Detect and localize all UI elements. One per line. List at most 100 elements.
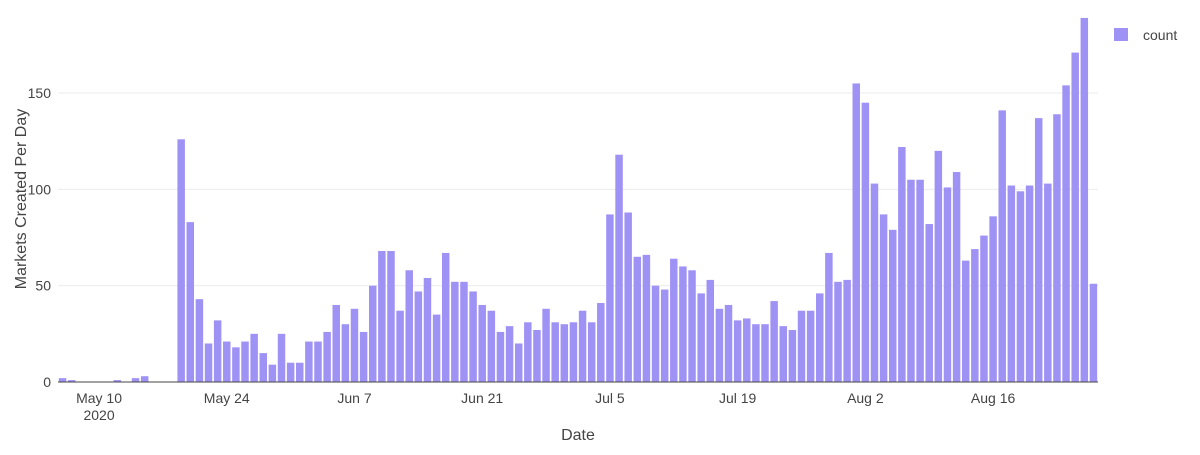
bar[interactable] bbox=[1025, 185, 1034, 382]
bar[interactable] bbox=[578, 310, 587, 382]
bar[interactable] bbox=[952, 172, 961, 382]
bar[interactable] bbox=[925, 224, 933, 382]
bar[interactable] bbox=[560, 324, 569, 382]
bar[interactable] bbox=[980, 235, 988, 382]
bar[interactable] bbox=[989, 216, 997, 382]
bar[interactable] bbox=[879, 214, 888, 382]
bar[interactable] bbox=[478, 304, 486, 382]
bar[interactable] bbox=[204, 343, 213, 382]
bar[interactable] bbox=[779, 326, 788, 382]
bar[interactable] bbox=[296, 362, 304, 382]
bar[interactable] bbox=[259, 353, 268, 382]
bar[interactable] bbox=[597, 303, 605, 382]
bar[interactable] bbox=[724, 304, 733, 382]
bar[interactable] bbox=[213, 320, 222, 382]
bar[interactable] bbox=[834, 281, 842, 382]
bar[interactable] bbox=[314, 341, 322, 382]
bar[interactable] bbox=[870, 183, 879, 382]
bar[interactable] bbox=[806, 310, 815, 382]
bar[interactable] bbox=[323, 331, 331, 382]
legend-swatch-count[interactable] bbox=[1114, 28, 1128, 41]
bar[interactable] bbox=[186, 222, 195, 382]
bar[interactable] bbox=[907, 179, 915, 382]
bar[interactable] bbox=[898, 146, 906, 382]
bar[interactable] bbox=[1016, 191, 1025, 382]
bar[interactable] bbox=[195, 299, 204, 382]
bar[interactable] bbox=[305, 341, 313, 382]
bar[interactable] bbox=[241, 341, 249, 382]
bar[interactable] bbox=[688, 270, 696, 382]
bar[interactable] bbox=[533, 329, 541, 382]
bar[interactable] bbox=[916, 179, 924, 382]
bar[interactable] bbox=[1053, 114, 1061, 383]
bar[interactable] bbox=[852, 83, 860, 382]
bar[interactable] bbox=[706, 279, 715, 382]
bar[interactable] bbox=[113, 380, 122, 382]
bar[interactable] bbox=[569, 322, 578, 382]
bar[interactable] bbox=[359, 331, 368, 382]
bar[interactable] bbox=[961, 260, 970, 382]
bar[interactable] bbox=[414, 291, 423, 382]
bar[interactable] bbox=[460, 281, 468, 382]
bar[interactable] bbox=[733, 320, 742, 382]
bar[interactable] bbox=[405, 270, 413, 382]
bar[interactable] bbox=[140, 376, 149, 382]
bar[interactable] bbox=[697, 293, 705, 382]
bar[interactable] bbox=[487, 310, 496, 382]
bar[interactable] bbox=[432, 314, 441, 382]
bar[interactable] bbox=[469, 291, 477, 382]
bar[interactable] bbox=[58, 378, 67, 382]
legend-label-count[interactable]: count bbox=[1143, 27, 1177, 43]
bar[interactable] bbox=[1007, 185, 1016, 382]
bar[interactable] bbox=[642, 254, 651, 382]
bar[interactable] bbox=[679, 266, 687, 382]
bar[interactable] bbox=[350, 308, 359, 382]
bar[interactable] bbox=[131, 378, 140, 382]
bar[interactable] bbox=[551, 322, 559, 382]
bar[interactable] bbox=[332, 304, 340, 382]
bar[interactable] bbox=[423, 277, 432, 382]
bar[interactable] bbox=[542, 308, 550, 382]
bar[interactable] bbox=[223, 341, 231, 382]
bar[interactable] bbox=[761, 324, 769, 382]
bar[interactable] bbox=[1089, 283, 1098, 382]
bar[interactable] bbox=[797, 310, 806, 382]
bar[interactable] bbox=[633, 256, 642, 382]
bar[interactable] bbox=[651, 285, 660, 382]
bar[interactable] bbox=[615, 154, 623, 382]
bar[interactable] bbox=[943, 187, 952, 382]
bar[interactable] bbox=[524, 322, 532, 382]
bar[interactable] bbox=[387, 251, 395, 382]
bar[interactable] bbox=[861, 102, 870, 383]
bar[interactable] bbox=[1071, 52, 1079, 382]
bar[interactable] bbox=[843, 279, 851, 382]
bar[interactable] bbox=[441, 252, 450, 382]
bar[interactable] bbox=[888, 229, 897, 382]
bar[interactable] bbox=[378, 251, 386, 382]
bar[interactable] bbox=[268, 364, 277, 382]
bar[interactable] bbox=[971, 249, 979, 382]
bar[interactable] bbox=[670, 258, 678, 382]
bar[interactable] bbox=[277, 333, 286, 382]
bar[interactable] bbox=[250, 333, 258, 382]
bar[interactable] bbox=[177, 139, 185, 382]
bar[interactable] bbox=[816, 293, 824, 382]
bar[interactable] bbox=[770, 301, 778, 382]
bar[interactable] bbox=[496, 331, 505, 382]
bar[interactable] bbox=[232, 347, 240, 382]
bar[interactable] bbox=[934, 150, 943, 382]
bar[interactable] bbox=[1080, 17, 1089, 382]
bar[interactable] bbox=[660, 289, 669, 382]
bar[interactable] bbox=[286, 362, 295, 382]
bar[interactable] bbox=[715, 308, 724, 382]
bar[interactable] bbox=[341, 324, 350, 382]
bar[interactable] bbox=[1062, 85, 1070, 383]
bar[interactable] bbox=[998, 110, 1006, 383]
bar[interactable] bbox=[587, 322, 596, 382]
bar[interactable] bbox=[825, 252, 833, 382]
bar[interactable] bbox=[505, 326, 514, 382]
bar[interactable] bbox=[1034, 118, 1043, 383]
bar[interactable] bbox=[624, 212, 632, 382]
bar[interactable] bbox=[67, 380, 76, 382]
bar[interactable] bbox=[451, 281, 459, 382]
